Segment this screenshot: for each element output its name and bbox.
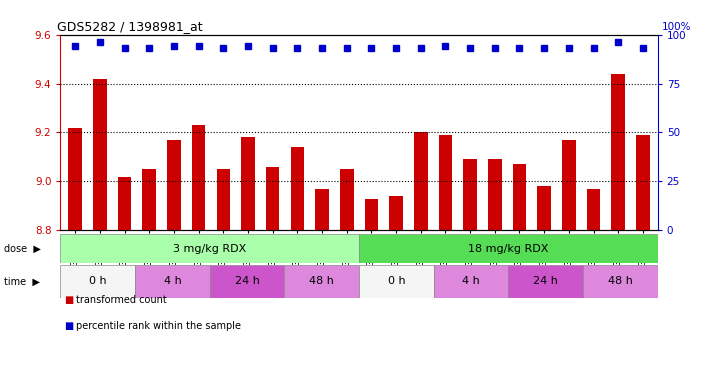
Bar [434, 265, 508, 298]
Bar [315, 189, 328, 230]
Bar [60, 234, 359, 263]
Text: 24 h: 24 h [235, 276, 260, 286]
Text: ■: ■ [64, 321, 73, 331]
Bar [93, 79, 107, 230]
Bar [636, 135, 650, 230]
Bar [390, 196, 403, 230]
Bar [192, 125, 205, 230]
Text: 48 h: 48 h [608, 276, 633, 286]
Bar [359, 234, 658, 263]
Bar [508, 265, 583, 298]
Bar [611, 74, 625, 230]
Text: 24 h: 24 h [533, 276, 558, 286]
Bar [291, 147, 304, 230]
Text: dose  ▶: dose ▶ [4, 243, 41, 254]
Bar [241, 137, 255, 230]
Text: 0 h: 0 h [387, 276, 405, 286]
Bar [365, 199, 378, 230]
Bar [439, 135, 452, 230]
Bar [118, 177, 132, 230]
Bar [464, 159, 477, 230]
Bar [60, 265, 135, 298]
Bar [142, 169, 156, 230]
Text: ■: ■ [64, 295, 73, 305]
Bar [135, 265, 210, 298]
Text: 3 mg/kg RDX: 3 mg/kg RDX [173, 243, 247, 254]
Bar [284, 265, 359, 298]
Bar [359, 265, 434, 298]
Bar [266, 167, 279, 230]
Bar [68, 127, 82, 230]
Bar [414, 132, 427, 230]
Text: GDS5282 / 1398981_at: GDS5282 / 1398981_at [58, 20, 203, 33]
Bar [513, 164, 526, 230]
Text: percentile rank within the sample: percentile rank within the sample [76, 321, 241, 331]
Text: 48 h: 48 h [309, 276, 334, 286]
Text: 4 h: 4 h [462, 276, 480, 286]
Text: time  ▶: time ▶ [4, 276, 39, 286]
Text: 0 h: 0 h [89, 276, 107, 286]
Text: 100%: 100% [662, 22, 691, 32]
Bar [340, 169, 353, 230]
Text: transformed count: transformed count [76, 295, 167, 305]
Bar [587, 189, 600, 230]
Bar [583, 265, 658, 298]
Bar [210, 265, 284, 298]
Bar [167, 140, 181, 230]
Bar [217, 169, 230, 230]
Bar [562, 140, 576, 230]
Bar [488, 159, 501, 230]
Text: 18 mg/kg RDX: 18 mg/kg RDX [468, 243, 549, 254]
Bar [538, 186, 551, 230]
Text: 4 h: 4 h [164, 276, 181, 286]
